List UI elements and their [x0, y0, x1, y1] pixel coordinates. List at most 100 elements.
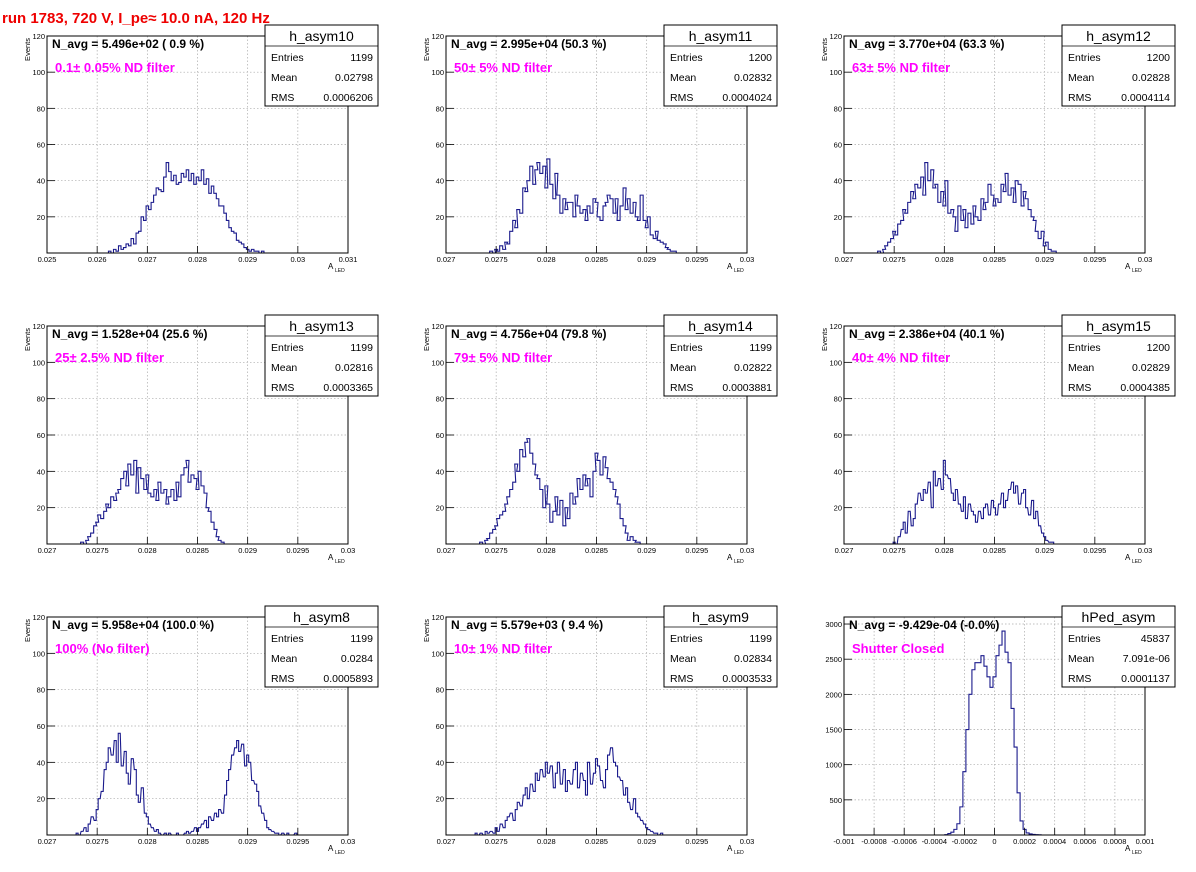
stats-value: 0.0004114 — [1121, 92, 1170, 104]
y-tick-label: 500 — [829, 796, 842, 805]
histogram-name: h_asym15 — [1086, 318, 1151, 334]
stats-label: RMS — [271, 92, 294, 104]
x-axis-label: A — [1125, 262, 1131, 271]
filter-annotation: 50± 5% ND filter — [454, 60, 552, 75]
x-tick-label: 0.027 — [38, 837, 57, 846]
y-tick-label: 120 — [431, 322, 444, 331]
stats-box — [1061, 314, 1176, 397]
stats-value: 0.0006206 — [323, 92, 373, 104]
y-tick-label: 100 — [431, 649, 444, 658]
y-tick-label: 20 — [834, 504, 842, 513]
stats-label: Entries — [1068, 52, 1101, 64]
y-tick-label: 120 — [829, 32, 842, 41]
stats-value: 0.0004385 — [1120, 382, 1170, 394]
stats-value: 7.091e-06 — [1123, 653, 1170, 665]
stats-label: RMS — [670, 92, 693, 104]
x-tick-label: 0.0275 — [86, 837, 109, 846]
stats-label: RMS — [1068, 673, 1091, 685]
stats-value: 1199 — [749, 633, 772, 645]
x-tick-label: 0.029 — [637, 837, 656, 846]
y-tick-label: 40 — [834, 467, 842, 476]
stats-value: 0.0003533 — [722, 673, 772, 685]
stats-label: RMS — [670, 673, 693, 685]
x-tick-label: 0.0002 — [1013, 837, 1036, 846]
x-axis-label-subscript: LED — [734, 850, 744, 856]
x-tick-label: 0.028 — [138, 546, 157, 555]
x-tick-label: 0.03 — [740, 837, 755, 846]
stats-label: Mean — [1068, 362, 1094, 374]
x-tick-label: 0.0275 — [883, 255, 906, 264]
x-tick-label: 0.0008 — [1103, 837, 1126, 846]
x-tick-label: 0.0285 — [983, 546, 1006, 555]
navg-title: N_avg = 5.958e+04 (100.0 %) — [52, 618, 214, 632]
stats-value: 0.02828 — [1132, 72, 1170, 84]
stats-value: 0.0284 — [341, 653, 373, 665]
stats-label: RMS — [271, 673, 294, 685]
stats-label: Entries — [271, 342, 304, 354]
filter-annotation: 0.1± 0.05% ND filter — [55, 60, 175, 75]
x-tick-label: 0.0295 — [286, 837, 309, 846]
x-tick-label: 0.028 — [537, 546, 556, 555]
histogram-panel-h_asym11: 0.027 0.0275 0.028 0.0285 0.029 0.0295 0.03 20 4… — [422, 24, 778, 274]
y-tick-label: 20 — [37, 795, 45, 804]
x-tick-label: 0.0295 — [685, 837, 708, 846]
y-tick-label: 40 — [37, 758, 45, 767]
x-tick-label: 0.026 — [88, 255, 107, 264]
y-tick-label: 120 — [32, 322, 45, 331]
histogram-name: hPed_asym — [1082, 609, 1156, 625]
stats-label: Mean — [670, 72, 696, 84]
stats-value: 0.02832 — [734, 72, 772, 84]
stats-value: 1200 — [1147, 342, 1171, 354]
x-axis-label: A — [1125, 844, 1131, 853]
x-axis-label-subscript: LED — [734, 559, 744, 565]
y-axis-label: Events — [23, 619, 32, 642]
y-tick-label: 1500 — [825, 726, 842, 735]
stats-value: 1199 — [350, 633, 373, 645]
x-axis-label: A — [727, 844, 733, 853]
x-tick-label: 0.027 — [437, 546, 456, 555]
x-tick-label: 0.027 — [38, 546, 57, 555]
y-tick-label: 100 — [431, 68, 444, 77]
x-axis-label: A — [328, 553, 334, 562]
stats-value: 1200 — [1147, 52, 1171, 64]
filter-annotation: 25± 2.5% ND filter — [55, 350, 164, 365]
x-tick-label: 0.027 — [437, 255, 456, 264]
y-tick-label: 80 — [37, 686, 45, 695]
x-tick-label: 0.029 — [637, 546, 656, 555]
y-tick-label: 40 — [436, 758, 444, 767]
y-tick-label: 60 — [436, 141, 444, 150]
x-tick-label: -0.0006 — [891, 837, 916, 846]
filter-annotation: 79± 5% ND filter — [454, 350, 552, 365]
x-tick-label: 0.0295 — [685, 546, 708, 555]
histogram-name: h_asym12 — [1086, 28, 1151, 44]
x-tick-label: 0.0295 — [1083, 546, 1106, 555]
x-axis-label-subscript: LED — [335, 850, 345, 856]
stats-value: 0.02829 — [1132, 362, 1170, 374]
x-tick-label: 0.028 — [188, 255, 207, 264]
filter-annotation: 63± 5% ND filter — [852, 60, 950, 75]
y-tick-label: 100 — [32, 649, 45, 658]
histogram-name: h_asym14 — [688, 318, 753, 334]
figure-title: run 1783, 720 V, I_pe≈ 10.0 nA, 120 Hz — [2, 10, 270, 27]
histogram-line — [944, 630, 1042, 836]
y-tick-label: 20 — [436, 795, 444, 804]
navg-title: N_avg = -9.429e-04 (-0.0%) — [849, 618, 999, 632]
y-tick-label: 40 — [37, 467, 45, 476]
x-tick-label: 0.03 — [341, 837, 356, 846]
x-tick-label: 0.029 — [238, 546, 257, 555]
y-tick-label: 120 — [32, 32, 45, 41]
x-tick-label: 0.029 — [1035, 255, 1054, 264]
stats-value: 1200 — [749, 52, 773, 64]
stats-value: 45837 — [1141, 633, 1170, 645]
x-tick-label: 0.029 — [238, 837, 257, 846]
y-tick-label: 80 — [436, 104, 444, 113]
y-tick-label: 20 — [436, 504, 444, 513]
stats-value: 0.02798 — [335, 72, 373, 84]
histogram-line — [474, 747, 664, 836]
x-tick-label: 0.0285 — [983, 255, 1006, 264]
histogram-line — [479, 438, 641, 545]
x-tick-label: 0.0295 — [1083, 255, 1106, 264]
stats-value: 0.02834 — [734, 653, 772, 665]
x-tick-label: 0.029 — [637, 255, 656, 264]
